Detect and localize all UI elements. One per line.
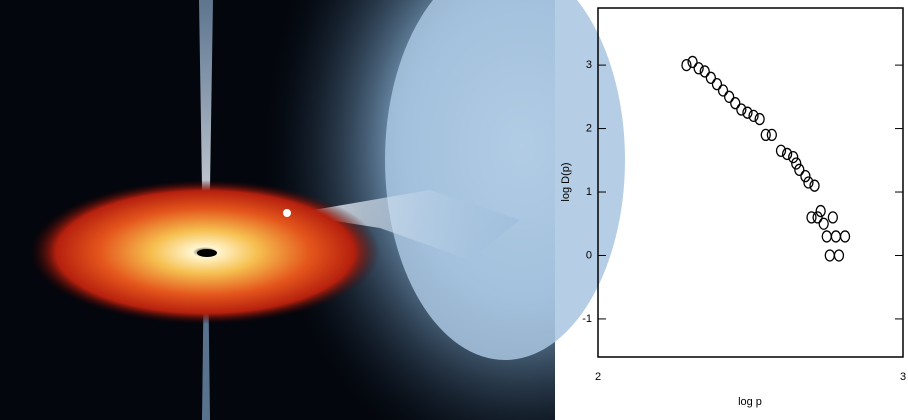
page: log p log D(p) -1 0 1 2 3 2 3 — [0, 0, 908, 420]
data-point — [731, 98, 740, 109]
data-point — [831, 231, 840, 242]
data-point — [841, 231, 850, 242]
figure: log p log D(p) -1 0 1 2 3 2 3 — [0, 0, 908, 420]
data-point — [725, 91, 734, 102]
y-axis-label: log D(p) — [560, 162, 572, 201]
data-point — [834, 250, 843, 261]
data-point — [767, 129, 776, 140]
y-tick-label: 1 — [586, 186, 592, 198]
data-point — [719, 85, 728, 96]
data-point — [822, 231, 831, 242]
data-point — [828, 212, 837, 223]
data-point — [819, 218, 828, 229]
x-tick-label: 2 — [595, 371, 601, 383]
data-point — [712, 79, 721, 90]
y-tick-label: 0 — [586, 249, 592, 261]
data-point — [706, 72, 715, 83]
x-axis-label: log p — [738, 396, 762, 408]
data-point — [801, 171, 810, 182]
data-point — [795, 164, 804, 175]
data-point — [825, 250, 834, 261]
data-point — [792, 158, 801, 169]
y-tick-label: -1 — [582, 313, 592, 325]
y-tick-label: 3 — [586, 59, 592, 71]
illustration — [0, 0, 625, 420]
plot-frame — [598, 8, 903, 357]
x-tick-label: 3 — [900, 371, 906, 383]
data-point — [813, 212, 822, 223]
data-point — [816, 206, 825, 217]
y-tick-label: 2 — [586, 122, 592, 134]
